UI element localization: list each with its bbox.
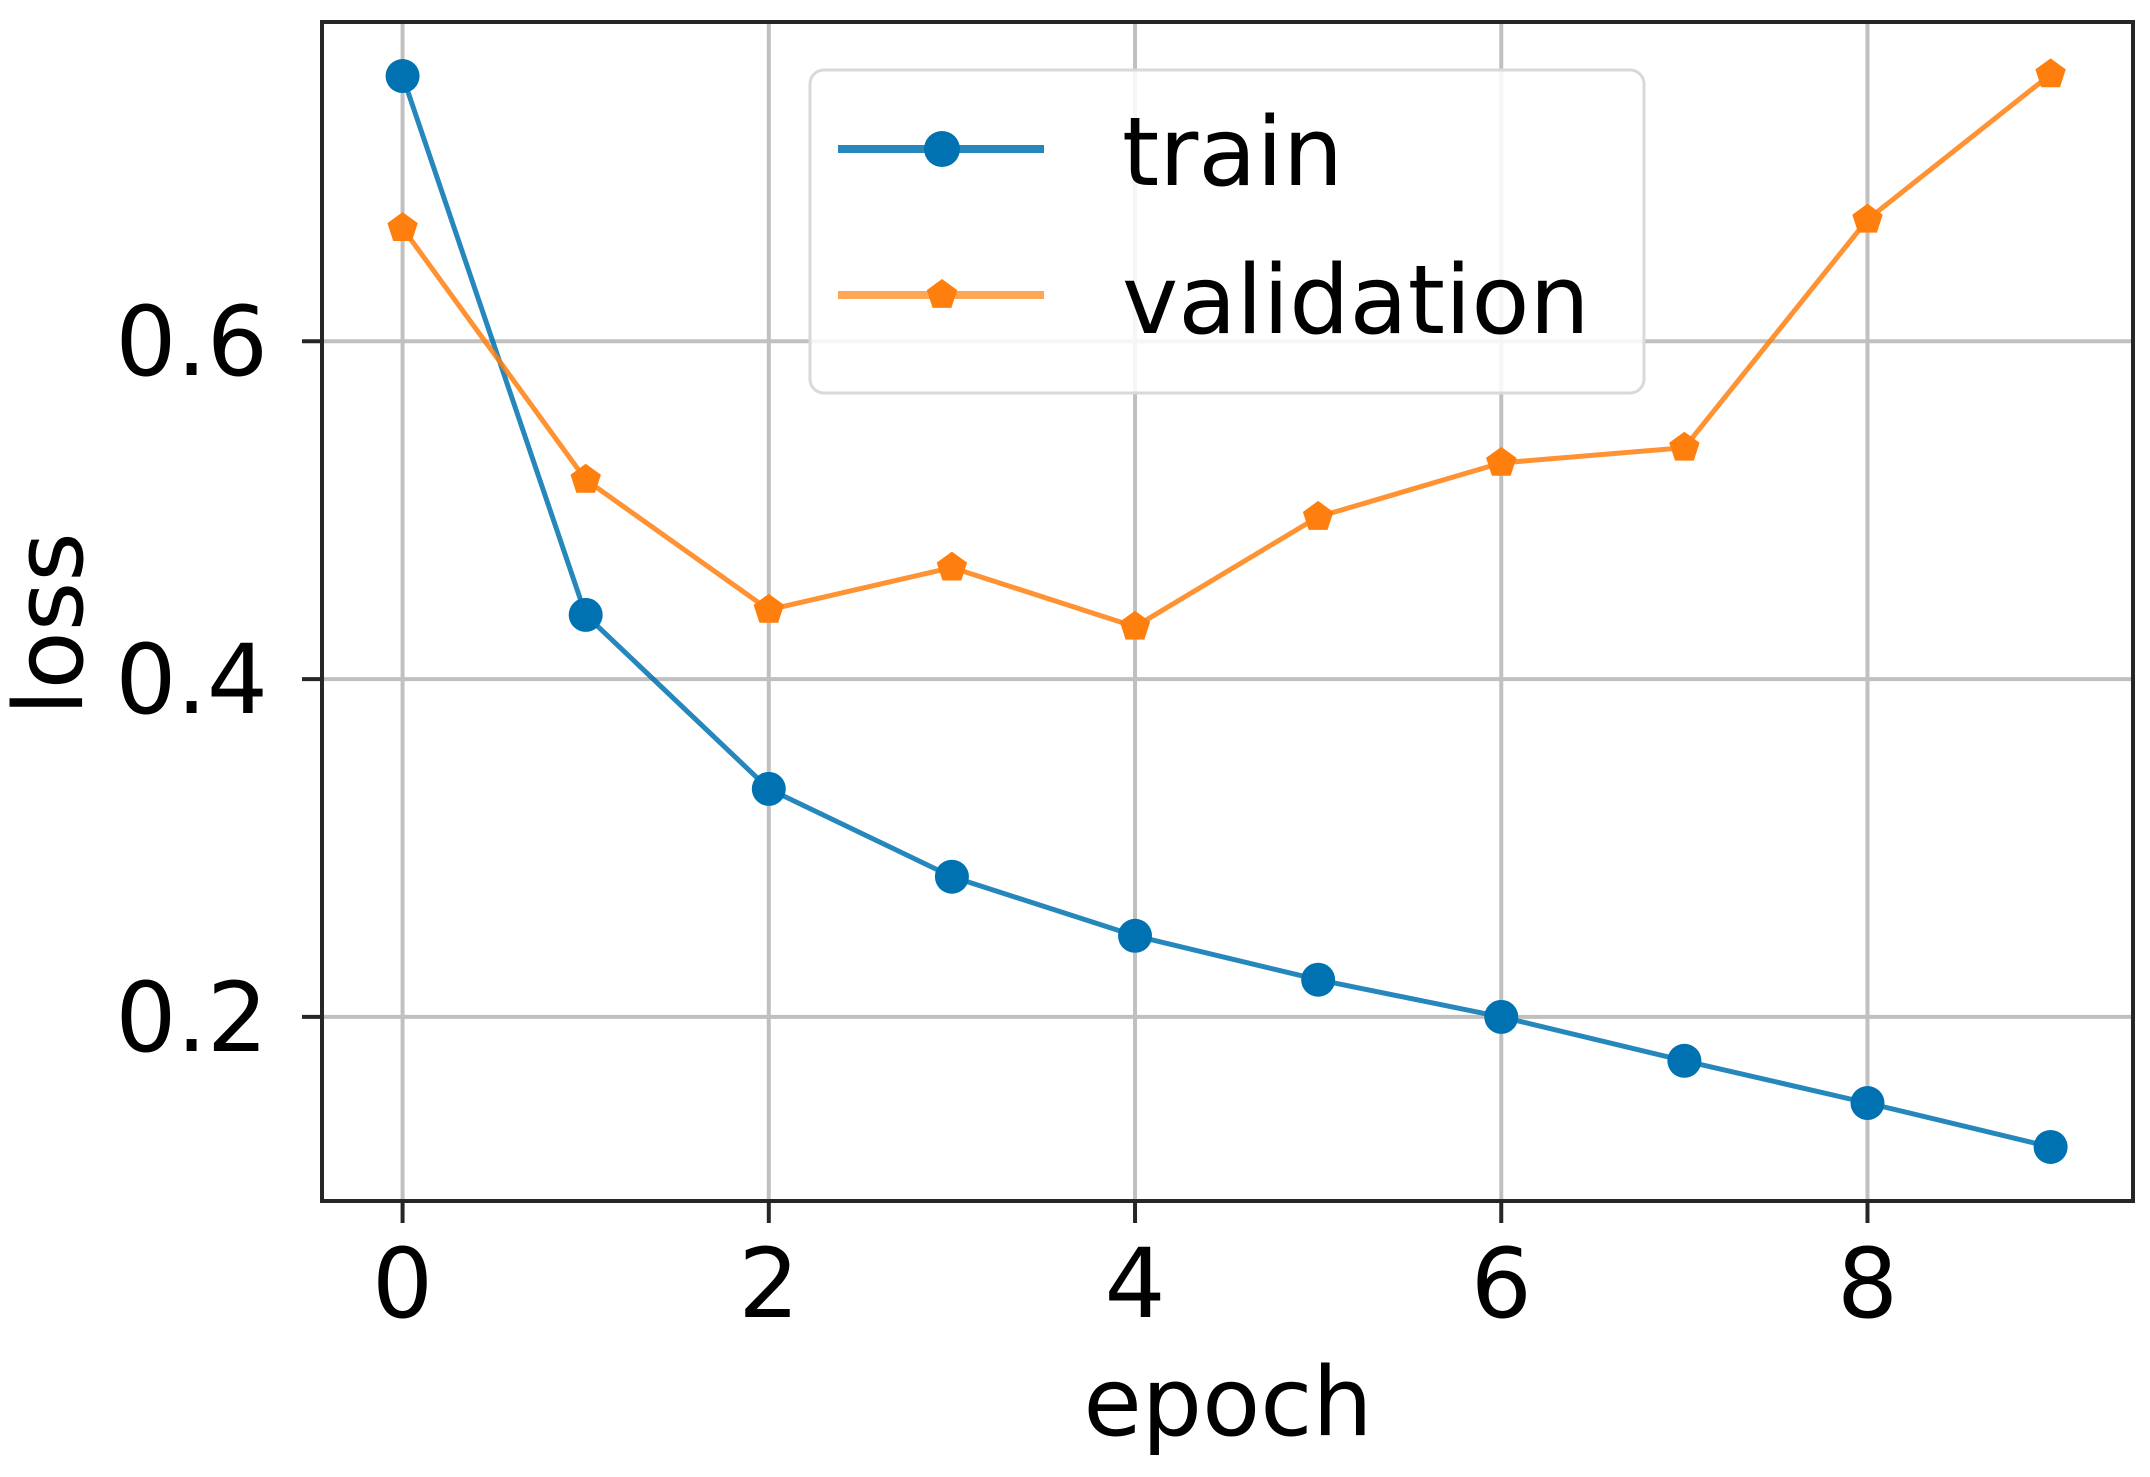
y-tick-label: 0.2 <box>115 962 268 1074</box>
legend-validation-marker-icon <box>926 279 958 308</box>
y-tick-label: 0.4 <box>115 624 268 736</box>
plot-frame <box>320 20 2135 1203</box>
x-tick-label: 6 <box>1471 1228 1532 1340</box>
validation-point <box>2035 58 2066 88</box>
validation-point <box>570 463 601 493</box>
x-tick-label: 8 <box>1837 1228 1898 1340</box>
train-point <box>751 771 786 806</box>
validation-point <box>936 551 968 581</box>
train-point <box>568 597 603 632</box>
train-line <box>400 75 2052 1150</box>
validation-point <box>387 212 418 241</box>
x-tick-label: 0 <box>372 1228 433 1340</box>
validation-point <box>753 593 784 623</box>
validation-point <box>1669 431 1700 461</box>
validation-point <box>1302 500 1334 530</box>
y-axis-label: loss <box>0 532 105 716</box>
axis-ticks: 0 2 4 6 8 0.2 0.4 0.6 <box>115 286 1898 1340</box>
train-point <box>1850 1086 1885 1121</box>
train-point <box>1667 1043 1702 1078</box>
train-point <box>2033 1129 2068 1164</box>
legend: train validation <box>808 68 1646 395</box>
series-validation <box>387 58 2066 640</box>
x-tick-label: 2 <box>738 1228 799 1340</box>
train-point <box>385 59 420 94</box>
x-tick-label: 4 <box>1104 1228 1165 1340</box>
train-point <box>934 859 969 894</box>
legend-item-validation: validation <box>838 246 1590 356</box>
train-point <box>1484 999 1519 1034</box>
train-point <box>1301 962 1336 997</box>
legend-validation-label: validation <box>1122 246 1590 356</box>
legend-train-marker-icon <box>924 131 960 167</box>
x-axis-label: epoch <box>1083 1348 1372 1458</box>
validation-point <box>1119 610 1151 640</box>
train-point <box>1118 918 1153 953</box>
validation-line <box>400 72 2053 630</box>
legend-item-train: train <box>838 98 1343 208</box>
legend-train-label: train <box>1122 98 1343 208</box>
series-train <box>385 59 2068 1164</box>
y-tick-label: 0.6 <box>115 286 268 398</box>
validation-point <box>1486 446 1517 476</box>
validation-point <box>1852 203 1883 233</box>
series-lines <box>385 58 2068 1164</box>
